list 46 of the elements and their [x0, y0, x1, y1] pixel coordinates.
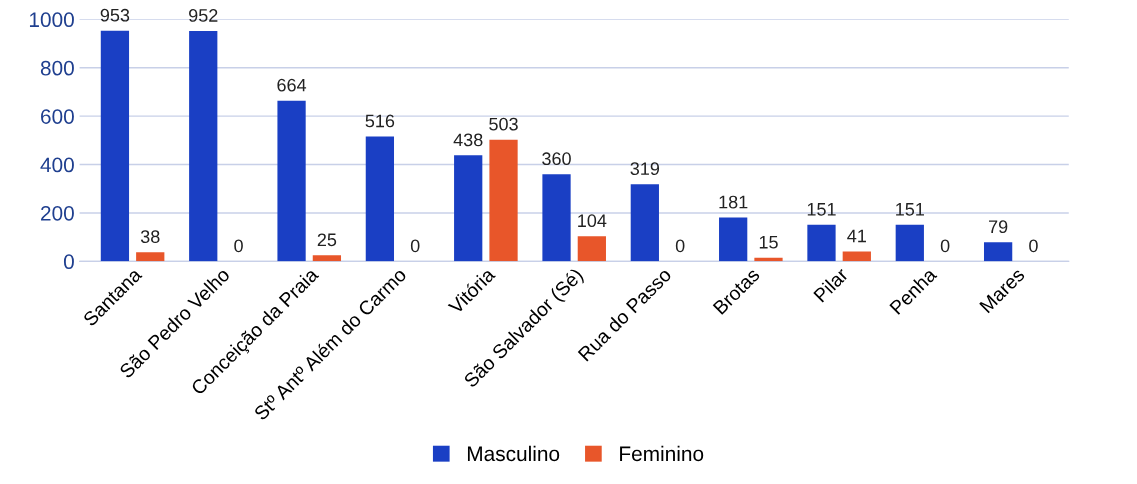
data-label: 104 — [578, 214, 607, 228]
data-label: 41 — [847, 229, 866, 243]
data-label: 151 — [896, 203, 924, 216]
y-tick-label: 200 — [41, 205, 74, 221]
bar — [577, 236, 606, 262]
y-tick-label: 800 — [40, 60, 74, 76]
y-tick-label: 1000 — [29, 12, 74, 28]
bar — [365, 136, 395, 262]
data-label: 0 — [234, 239, 243, 253]
y-tick-label: 0 — [63, 254, 74, 270]
bar — [630, 184, 659, 262]
data-label: 0 — [940, 239, 950, 253]
bar — [842, 251, 871, 262]
data-label: 952 — [189, 9, 218, 22]
y-tick-label: 400 — [40, 157, 74, 173]
data-label: 79 — [989, 220, 1008, 234]
data-label: 0 — [1029, 239, 1038, 253]
legend-label: Masculino — [467, 445, 560, 462]
data-label: 664 — [277, 78, 307, 92]
y-tick-label: 600 — [41, 109, 74, 124]
data-label: 319 — [630, 162, 660, 176]
bar — [807, 224, 836, 262]
data-label: 38 — [140, 230, 160, 244]
bar — [277, 100, 306, 262]
bar — [489, 139, 518, 262]
data-label: 953 — [100, 8, 130, 22]
data-label: 181 — [719, 195, 748, 209]
bar — [100, 30, 130, 262]
data-label: 503 — [489, 117, 518, 131]
data-label: 0 — [675, 239, 685, 253]
bar — [136, 252, 165, 262]
data-label: 0 — [410, 239, 420, 253]
data-label: 151 — [807, 203, 836, 216]
legend-label: Feminino — [620, 445, 704, 462]
bar — [983, 242, 1013, 262]
data-label: 15 — [759, 236, 778, 249]
bar — [719, 217, 748, 262]
bar — [542, 174, 571, 262]
bar — [895, 224, 924, 262]
data-label: 25 — [317, 233, 337, 247]
data-label: 360 — [542, 152, 571, 166]
bar — [312, 255, 342, 262]
bar — [454, 155, 483, 262]
bar — [189, 30, 218, 262]
data-label: 516 — [365, 114, 395, 128]
data-label: 438 — [453, 133, 483, 147]
